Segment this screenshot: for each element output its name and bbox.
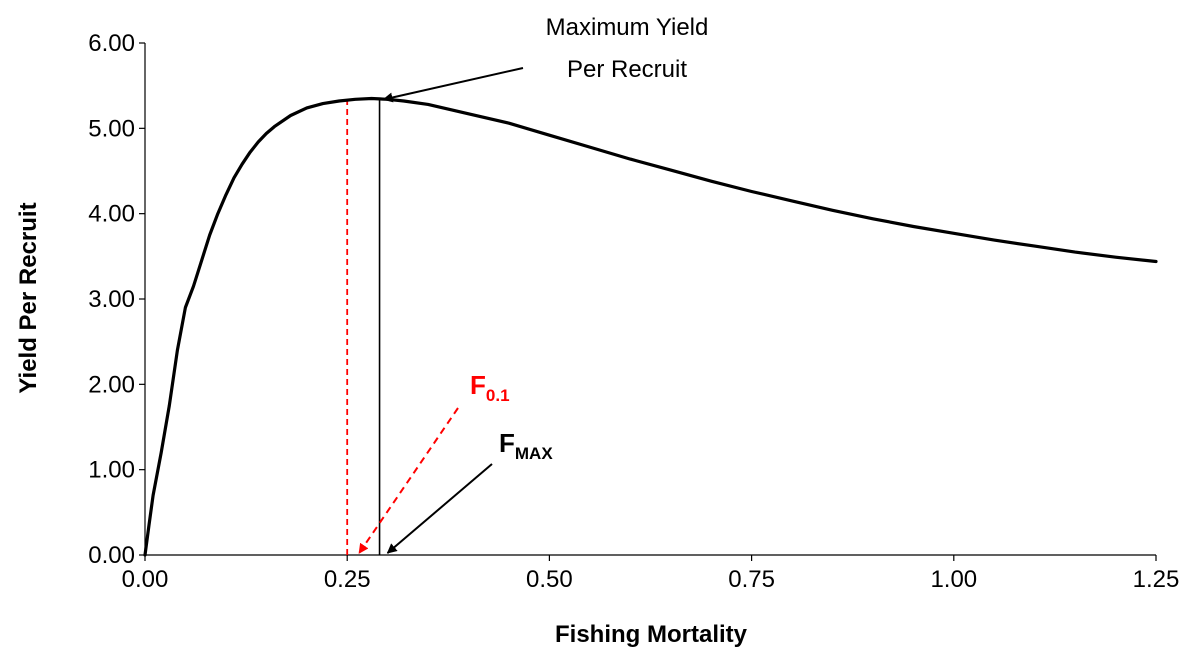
x-tick-label: 1.25 (1133, 566, 1180, 593)
fmax-arrow (386, 463, 493, 554)
y-axis-title: Yield Per Recruit (15, 202, 42, 393)
fmax-subscript: MAX (515, 444, 553, 463)
y-tick-label: 5.00 (88, 115, 135, 142)
x-tick-label: 0.75 (728, 566, 775, 593)
x-tick-label: 0.00 (122, 566, 169, 593)
y-tick-label: 3.00 (88, 286, 135, 313)
max-yield-label-line2: Per Recruit (567, 56, 687, 83)
x-tick-label: 0.50 (526, 566, 573, 593)
x-axis-title: Fishing Mortality (555, 621, 748, 648)
f01-subscript: 0.1 (486, 386, 510, 405)
y-tick-label: 0.00 (88, 542, 135, 569)
fmax-label: FMAX (499, 428, 553, 463)
f01-label: F0.1 (470, 370, 510, 405)
f01-symbol: F (470, 370, 486, 400)
y-tick-label: 4.00 (88, 201, 135, 228)
max-yield-arrow (382, 67, 524, 103)
y-tick-label: 2.00 (88, 371, 135, 398)
y-tick-label: 1.00 (88, 457, 135, 484)
y-tick-label: 6.00 (88, 30, 135, 57)
x-tick-label: 0.25 (324, 566, 371, 593)
fmax-symbol: F (499, 428, 515, 458)
f01-arrow (358, 407, 459, 554)
max-yield-label-line1: Maximum Yield (546, 14, 709, 41)
yield-curve-line (143, 96, 1158, 557)
x-tick-label: 1.00 (930, 566, 977, 593)
